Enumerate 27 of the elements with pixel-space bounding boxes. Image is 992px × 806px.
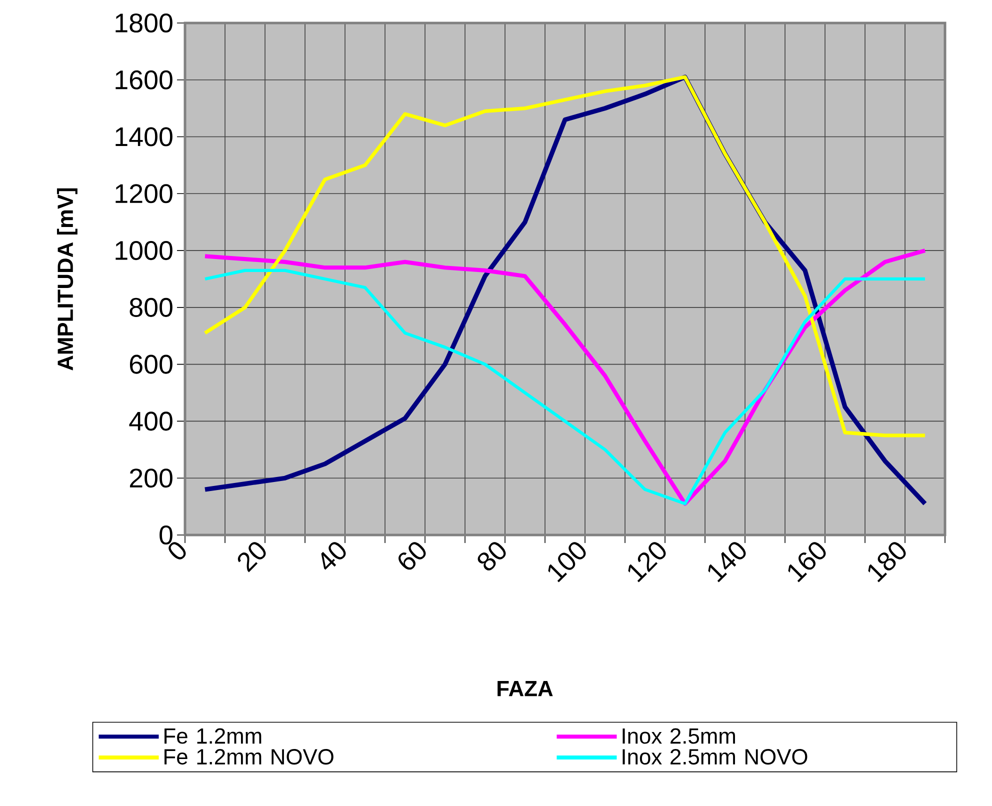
y-axis-title: AMPLITUDA [mV] [56,188,78,370]
line-series [203,75,927,438]
x-tick-label: 60 [398,542,426,570]
legend-label: Fe 1.2mm [164,728,262,744]
y-tick-label: 1200 [116,184,172,204]
x-tick-label: 0 [168,542,186,560]
y-tick-label: 1800 [116,13,172,33]
y-tick-label: 1000 [116,241,172,260]
legend-label: Fe 1.2mm NOVO [164,749,334,765]
x-tick-label: 140 [708,542,746,582]
y-tick-label: 1400 [116,127,172,146]
y-tick-label: 1600 [116,70,172,90]
x-tick-label: 160 [788,542,826,582]
y-tick-label: 600 [130,354,172,374]
x-tick-label: 80 [478,542,506,570]
x-tick-label: 40 [321,542,346,570]
x-tick-label: 120 [628,542,666,582]
legend-label: Inox 2.5mm NOVO [622,749,808,765]
y-tick-label: 0 [160,525,172,545]
y-tick-label: 800 [130,298,172,317]
legend-label: Inox 2.5mm [622,728,735,744]
x-tick-label: 100 [548,542,586,582]
x-tick-label: 180 [868,542,906,582]
x-tick-label: 20 [238,542,266,572]
y-tick-label: 200 [130,468,172,488]
y-tick-label: 400 [129,412,172,431]
x-axis-title: FAZA [498,681,553,696]
